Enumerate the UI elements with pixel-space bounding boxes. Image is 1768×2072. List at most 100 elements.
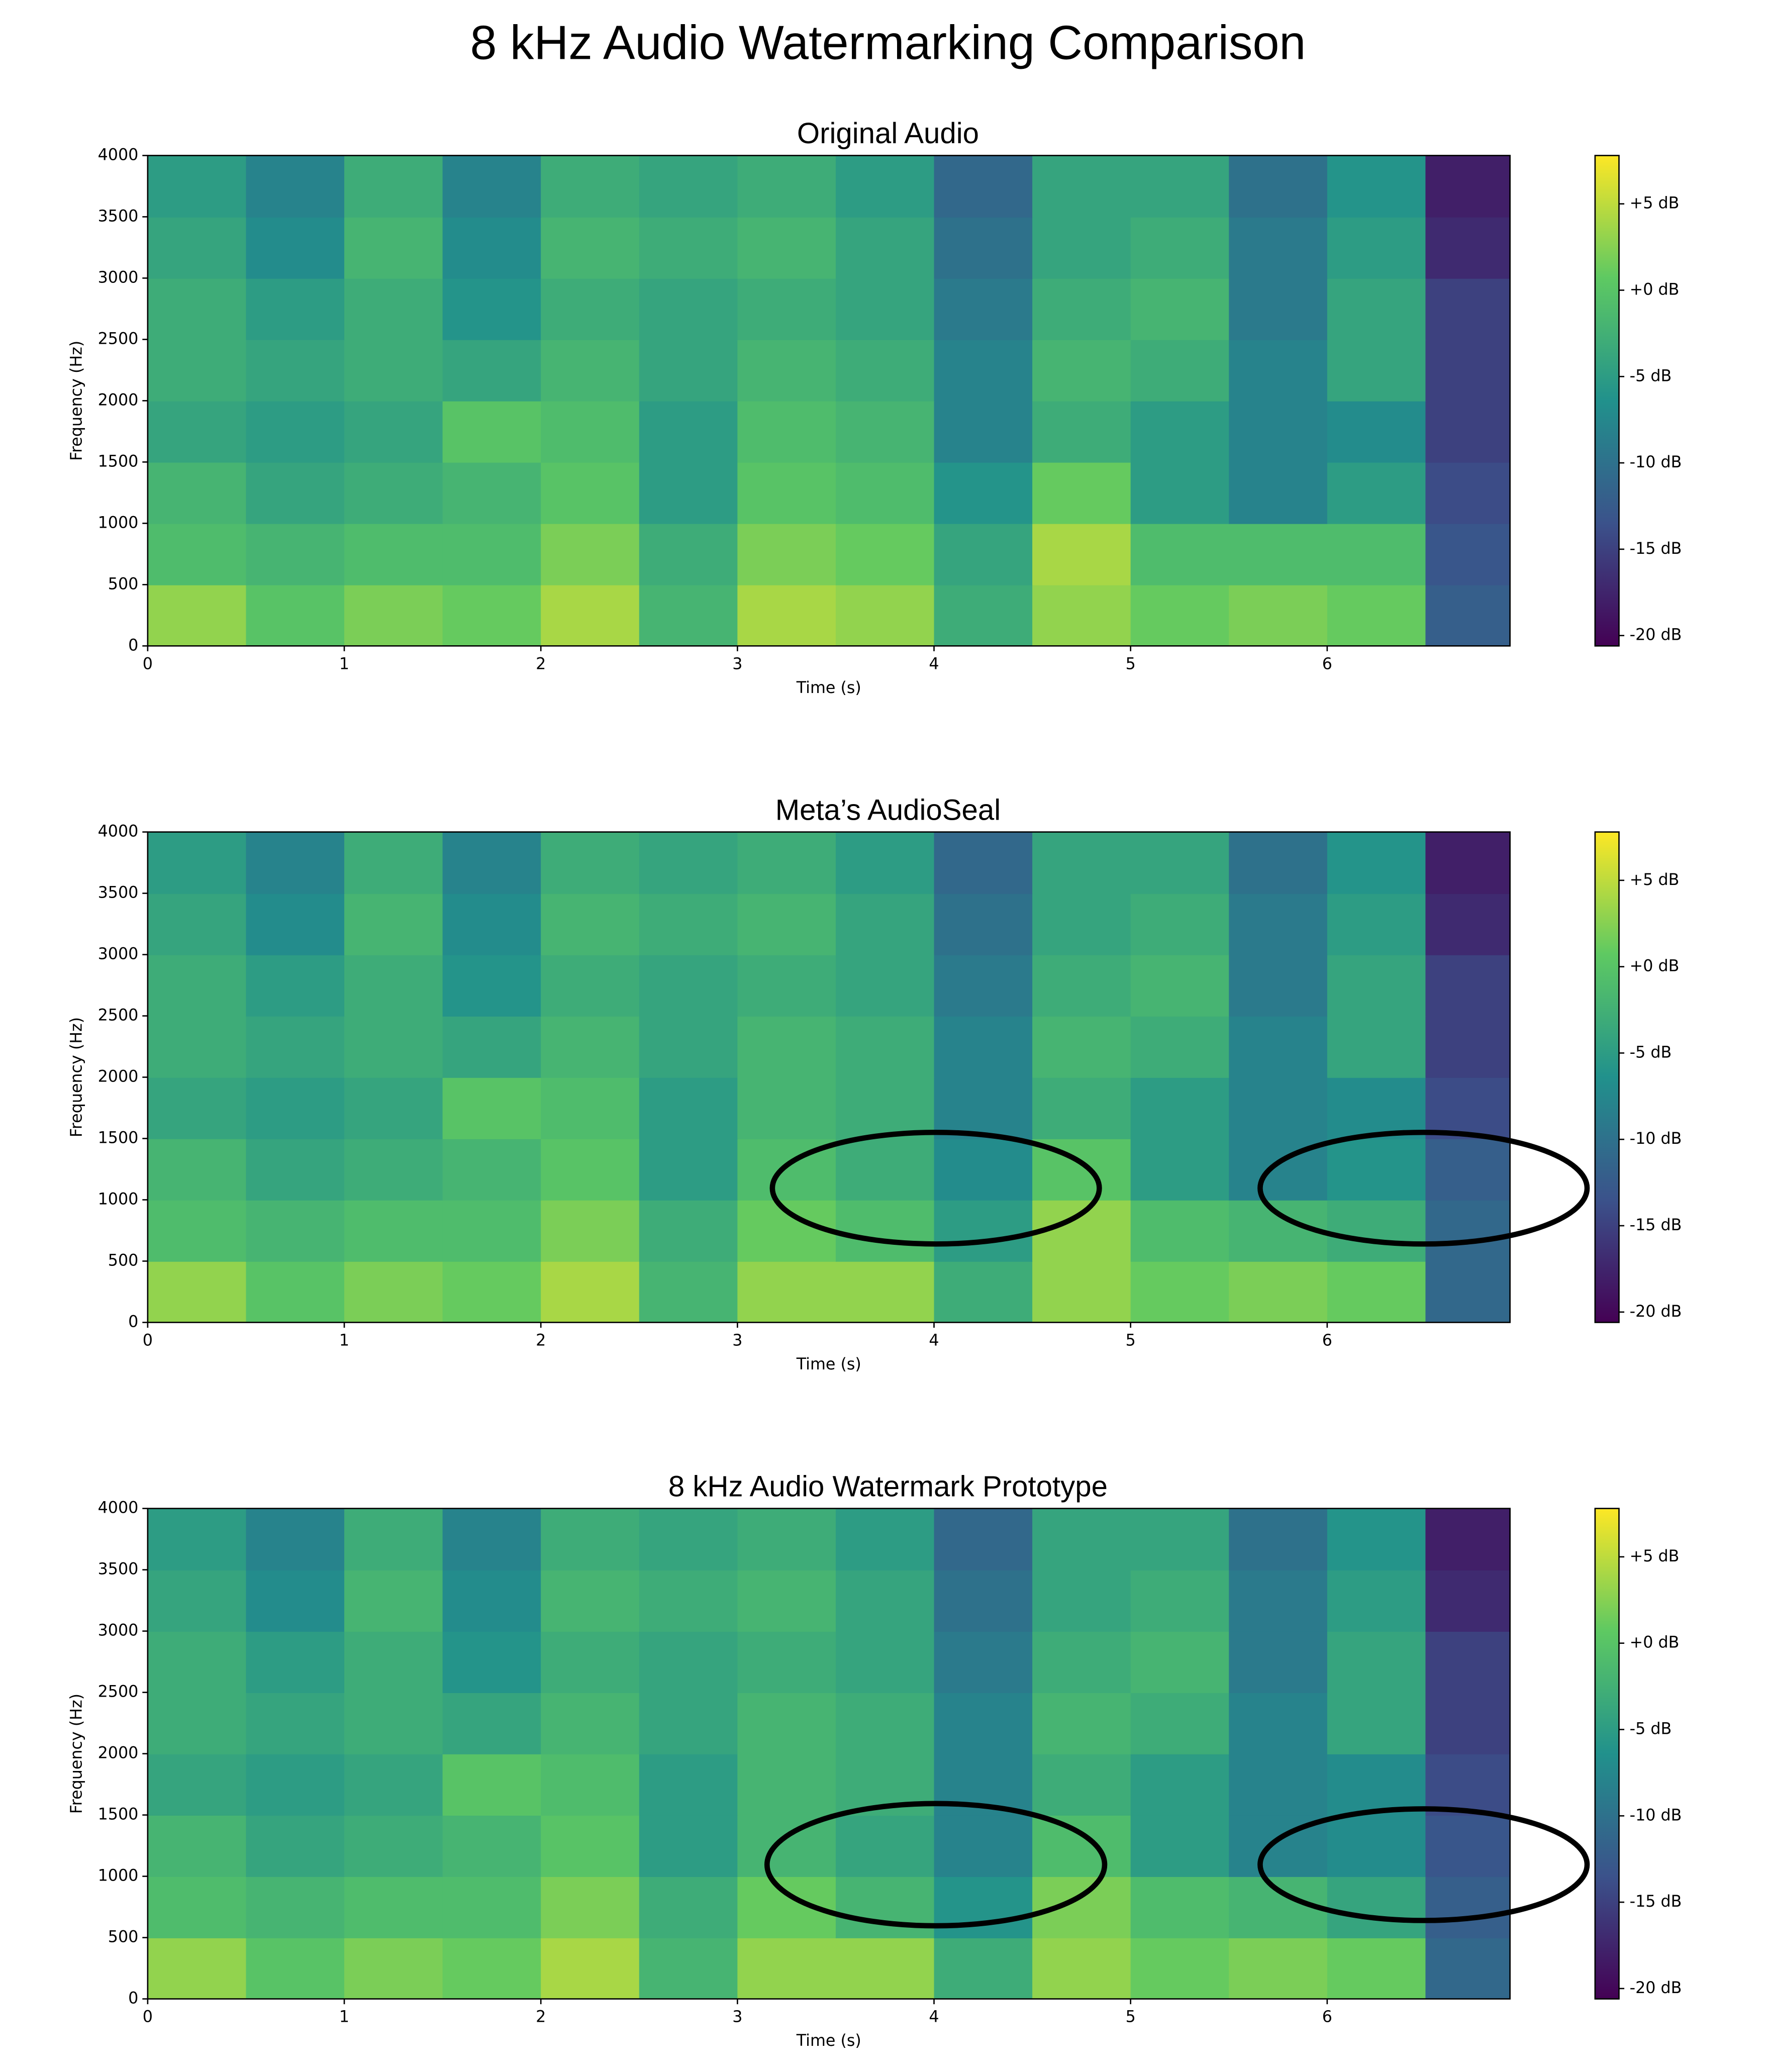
cell	[934, 462, 1033, 524]
cell	[1327, 1200, 1426, 1262]
cell	[344, 1016, 443, 1078]
cell	[147, 1138, 247, 1201]
cell	[1425, 339, 1510, 402]
cell	[835, 1138, 935, 1201]
y-tick-label: 0	[128, 636, 138, 654]
y-tick-label: 3000	[98, 945, 139, 963]
cell	[835, 1508, 935, 1570]
cell	[1032, 1016, 1132, 1078]
cell	[1425, 462, 1510, 524]
cell	[442, 1077, 542, 1139]
colorbar-tick-label: +0 dB	[1630, 280, 1680, 299]
cell	[1327, 401, 1426, 463]
cell	[1425, 1016, 1510, 1078]
cell	[1425, 1631, 1510, 1693]
cell	[1032, 584, 1132, 646]
cell	[344, 1569, 443, 1632]
cell	[737, 893, 837, 955]
cell	[147, 1815, 247, 1877]
cell	[541, 523, 640, 585]
cell	[934, 1200, 1033, 1262]
cell	[344, 1508, 443, 1570]
cell	[1229, 1261, 1328, 1323]
cell	[541, 954, 640, 1017]
cell	[1130, 1692, 1230, 1754]
cell	[1032, 155, 1132, 218]
cell	[1327, 1261, 1426, 1323]
cell	[737, 462, 837, 524]
cell	[835, 1692, 935, 1754]
cell	[737, 1016, 837, 1078]
x-tick-label: 1	[339, 1331, 349, 1349]
cell	[1229, 401, 1328, 463]
cell	[246, 1631, 345, 1693]
cell	[1425, 954, 1510, 1017]
cell	[1130, 462, 1230, 524]
cell	[835, 523, 935, 585]
heatmap	[147, 1508, 1510, 1999]
cell	[442, 1753, 542, 1816]
cell	[1229, 462, 1328, 524]
x-tick-label: 0	[143, 2008, 153, 2026]
cell	[147, 584, 247, 646]
cell	[442, 217, 542, 279]
cell	[1032, 1569, 1132, 1632]
cell	[246, 1569, 345, 1632]
cell	[639, 462, 738, 524]
colorbar-tick-label: +0 dB	[1630, 1634, 1680, 1652]
cell	[934, 893, 1033, 955]
cell	[639, 155, 738, 218]
cell	[344, 523, 443, 585]
cell	[737, 1937, 837, 1999]
cell	[147, 278, 247, 340]
colorbar-tick-label: -15 dB	[1630, 1216, 1682, 1234]
cell	[934, 1815, 1033, 1877]
colorbar	[1594, 155, 1620, 647]
cell	[1229, 1692, 1328, 1754]
cell	[541, 1692, 640, 1754]
cell	[246, 401, 345, 463]
colorbar-tick-label: -5 dB	[1630, 367, 1672, 385]
colorbar-tick-label: -20 dB	[1630, 1303, 1682, 1321]
cell	[147, 1077, 247, 1139]
chart-title: Meta’s AudioSeal	[775, 794, 1001, 826]
cell	[1130, 1508, 1230, 1570]
colorbar-tick-label: +0 dB	[1630, 957, 1680, 975]
cell	[737, 1692, 837, 1754]
cell	[442, 1876, 542, 1938]
cell	[147, 1876, 247, 1938]
cell	[737, 584, 837, 646]
cell	[934, 954, 1033, 1017]
y-tick-label: 3000	[98, 1622, 139, 1640]
cell	[934, 1016, 1033, 1078]
x-tick-label: 1	[339, 655, 349, 673]
colorbar	[1594, 1508, 1620, 2000]
cell	[1130, 1631, 1230, 1693]
colorbar-tick-label: -5 dB	[1630, 1720, 1672, 1738]
cell	[835, 1631, 935, 1693]
cell	[1130, 893, 1230, 955]
cell	[1032, 401, 1132, 463]
cell	[442, 523, 542, 585]
cell	[835, 584, 935, 646]
cell	[737, 1753, 837, 1816]
cell	[1229, 1569, 1328, 1632]
cell	[639, 401, 738, 463]
cell	[934, 832, 1033, 894]
x-axis-label: Time (s)	[796, 1355, 861, 1373]
cell	[737, 401, 837, 463]
x-axis-label: Time (s)	[796, 2032, 861, 2050]
colorbar-tick-label: -15 dB	[1630, 1893, 1682, 1911]
x-tick-label: 4	[929, 2008, 939, 2026]
cell	[1327, 462, 1426, 524]
cell	[344, 893, 443, 955]
cell	[1425, 278, 1510, 340]
cell	[442, 401, 542, 463]
cell	[541, 217, 640, 279]
cell	[344, 401, 443, 463]
highlight-ellipse	[764, 1801, 1108, 1929]
cell	[1327, 954, 1426, 1017]
cell	[246, 1876, 345, 1938]
cell	[1327, 1138, 1426, 1201]
cell	[541, 1876, 640, 1938]
